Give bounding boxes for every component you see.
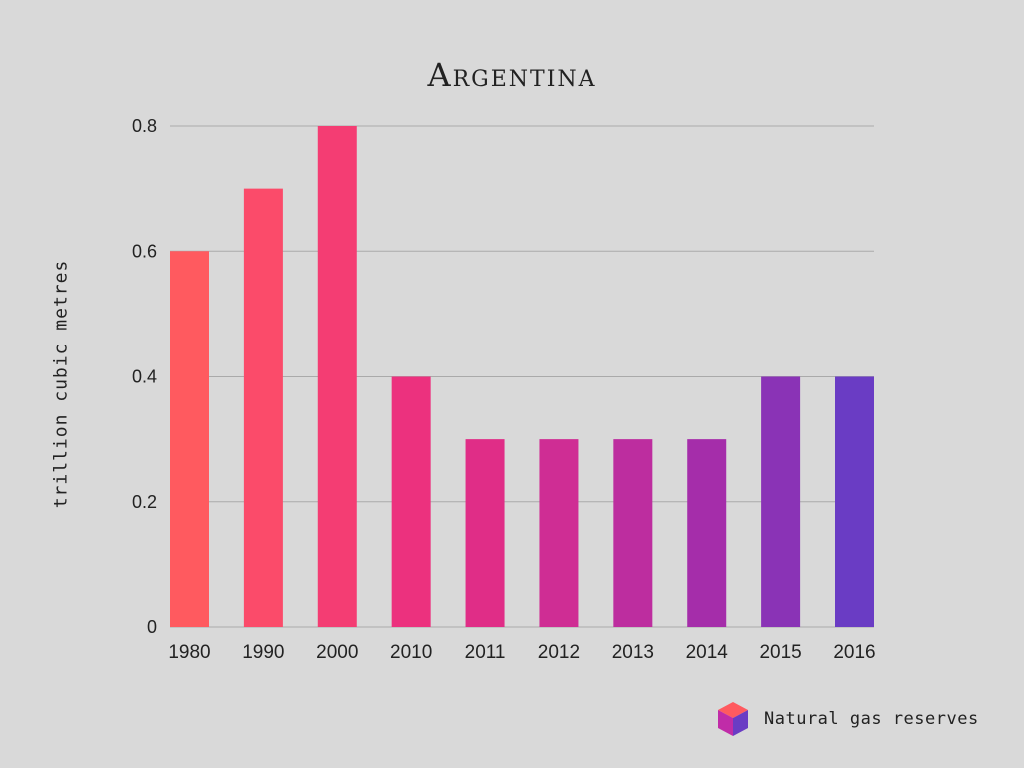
x-tick-labels: 1980 1990 2000 2010 2011 2012 2013 2014 2015 2016	[168, 642, 875, 663]
x-tick-label: 2011	[465, 642, 506, 663]
bar-1980	[170, 251, 209, 627]
y-tick-label: 0.8	[132, 116, 157, 136]
gridlines	[170, 125, 874, 628]
x-tick-label: 2014	[686, 642, 729, 663]
bar-2000	[317, 126, 357, 627]
x-tick-label: 1990	[242, 642, 284, 663]
y-tick-label: 0.2	[132, 492, 157, 512]
bar-2012	[539, 439, 579, 627]
bar-2014	[687, 439, 727, 627]
y-tick-label: 0	[147, 617, 157, 637]
bar-2016	[835, 376, 874, 627]
x-tick-label: 1980	[168, 642, 210, 663]
bar-2015	[761, 376, 801, 627]
chart-title: Argentina	[427, 56, 597, 94]
bar-2010	[391, 376, 431, 627]
x-tick-label: 2010	[390, 642, 432, 663]
x-tick-label: 2016	[833, 642, 875, 663]
bar-2011	[465, 439, 505, 627]
x-tick-label: 2015	[759, 642, 801, 663]
cube-icon	[718, 702, 748, 736]
legend-label: Natural gas reserves	[764, 709, 979, 729]
x-tick-label: 2012	[538, 642, 580, 663]
y-tick-labels: 0 0.2 0.4 0.6 0.8	[132, 116, 157, 637]
legend: Natural gas reserves	[716, 700, 979, 738]
x-tick-label: 2013	[612, 642, 654, 663]
bars	[170, 126, 874, 627]
y-tick-label: 0.6	[132, 241, 157, 261]
y-tick-label: 0.4	[132, 367, 157, 387]
bar-1990	[243, 188, 283, 627]
bar-2013	[613, 439, 653, 627]
x-tick-label: 2000	[316, 642, 358, 663]
